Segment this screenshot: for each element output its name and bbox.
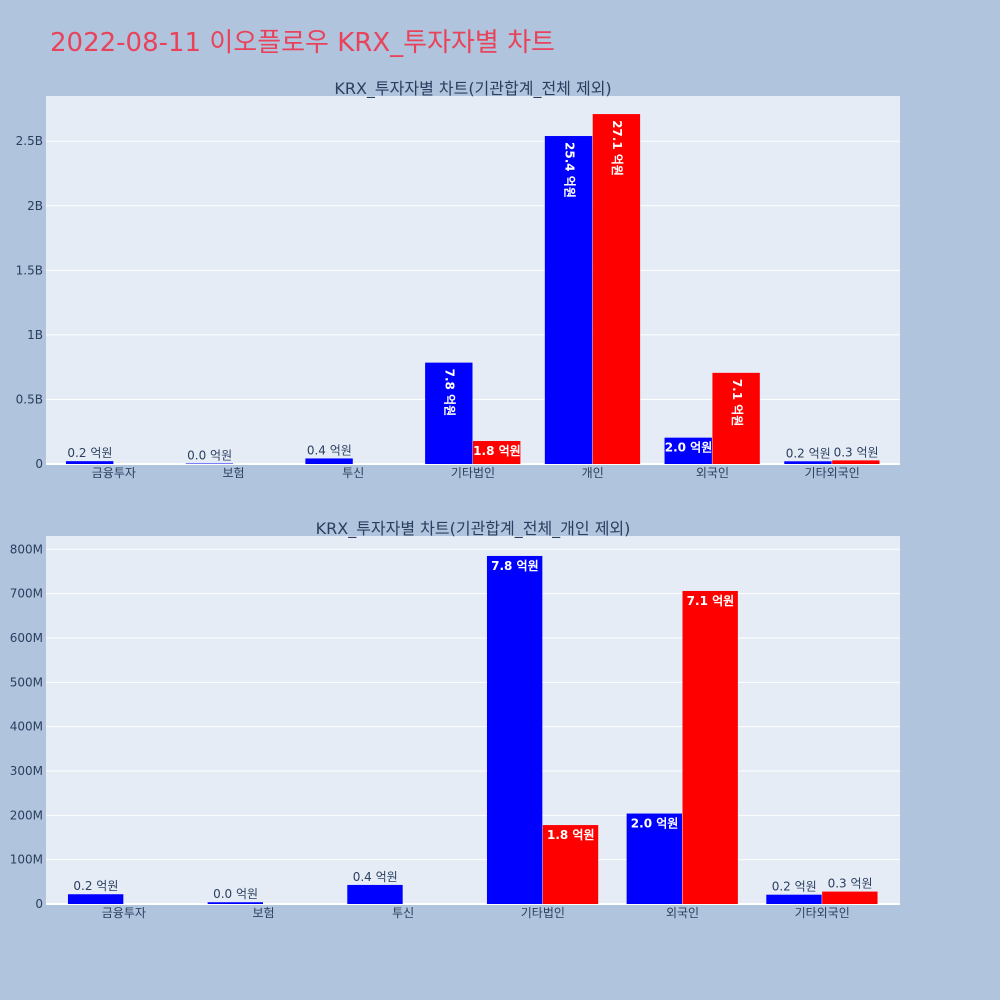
- bar-label: 2.0 억원: [665, 441, 713, 455]
- bar-label: 0.0 억원: [187, 448, 232, 462]
- bar-label: 25.4 억원: [562, 142, 576, 198]
- chart-top: 0 0.5B 1B 1.5B 2B 2.5B KRX_투자자별 차트(기관합계_전체 제외)…: [16, 79, 900, 480]
- bar: [305, 458, 353, 464]
- bar-label: 7.1 억원: [730, 379, 744, 427]
- bar-label: 0.4 억원: [307, 443, 352, 457]
- x-tick-label: 보험: [252, 906, 274, 920]
- bar-label: 0.4 억원: [353, 870, 398, 884]
- bar-label: 0.3 억원: [828, 877, 873, 891]
- bar-label: 1.8 억원: [547, 828, 595, 842]
- chart-bottom: 0 100M 200M 300M 400M 500M 600M 700M 800M KRX_투자자…: [10, 519, 900, 920]
- bar: [784, 461, 832, 464]
- y-tick-label: 1B: [27, 328, 43, 342]
- bar-label: 0.2 억원: [772, 880, 817, 894]
- x-tick-label: 기타외국인: [805, 466, 860, 480]
- bar: [626, 813, 682, 904]
- bar: [207, 902, 263, 904]
- y-tick-label: 100M: [10, 853, 43, 867]
- bar-label: 27.1 억원: [610, 120, 624, 176]
- page-title: 2022-08-11 이오플로우 KRX_투자자별 차트: [50, 28, 555, 58]
- y-tick-label: 400M: [10, 720, 43, 734]
- y-tick-label: 600M: [10, 631, 43, 645]
- bar-label: 0.0 억원: [213, 887, 258, 901]
- bar: [65, 461, 114, 464]
- bar: [832, 460, 880, 464]
- bar-label: 0.3 억원: [834, 445, 879, 459]
- y-tick-label: 0.5B: [16, 392, 43, 406]
- bar-label: 1.8 억원: [473, 444, 521, 458]
- bar: [185, 463, 234, 464]
- chart-title: KRX_투자자별 차트(기관합계_전체 제외): [334, 79, 611, 99]
- bar: [766, 894, 822, 904]
- y-tick-label: 1.5B: [16, 263, 43, 277]
- y-tick-label: 200M: [10, 808, 43, 822]
- bar: [682, 590, 738, 904]
- bar: [712, 372, 760, 464]
- y-tick-label: 700M: [10, 587, 43, 601]
- x-tick-label: 투신: [392, 906, 414, 920]
- bar: [822, 891, 878, 904]
- x-tick-label: 금융투자: [92, 466, 136, 480]
- bar: [544, 136, 593, 464]
- plot-area: [46, 536, 900, 904]
- y-tick-label: 500M: [10, 675, 43, 689]
- bar-label: 7.1 억원: [687, 594, 735, 608]
- plot-area: [46, 96, 900, 464]
- bar: [347, 884, 403, 904]
- bar: [592, 114, 641, 464]
- x-tick-label: 기타법인: [521, 906, 565, 920]
- bar: [542, 825, 599, 904]
- y-tick-label: 300M: [10, 764, 43, 778]
- bar: [664, 437, 712, 464]
- x-tick-label: 외국인: [666, 906, 699, 920]
- y-tick-label: 0: [35, 457, 43, 471]
- x-tick-label: 투신: [342, 466, 364, 480]
- bar-label: 2.0 억원: [631, 817, 679, 831]
- x-tick-label: 기타법인: [451, 466, 495, 480]
- bar: [473, 441, 521, 464]
- y-tick-label: 2B: [27, 199, 43, 213]
- x-tick-label: 보험: [223, 466, 245, 480]
- x-tick-label: 금융투자: [102, 906, 146, 920]
- x-tick-label: 기타외국인: [795, 906, 850, 920]
- chart-title: KRX_투자자별 차트(기관합계_전체_개인 제외): [316, 519, 631, 539]
- bar-label: 0.2 억원: [73, 879, 118, 893]
- y-tick-label: 800M: [10, 542, 43, 556]
- bar-label: 7.8 억원: [491, 559, 539, 573]
- y-tick-label: 2.5B: [16, 134, 43, 148]
- x-tick-label: 외국인: [696, 466, 729, 480]
- y-tick-label: 0: [35, 897, 43, 911]
- bar: [67, 894, 124, 904]
- bar-label: 0.2 억원: [67, 446, 112, 460]
- bar-label: 7.8 억원: [443, 369, 457, 417]
- bar: [425, 362, 473, 464]
- bar-label: 0.2 억원: [786, 446, 831, 460]
- bar: [486, 555, 543, 904]
- x-tick-label: 개인: [582, 466, 604, 480]
